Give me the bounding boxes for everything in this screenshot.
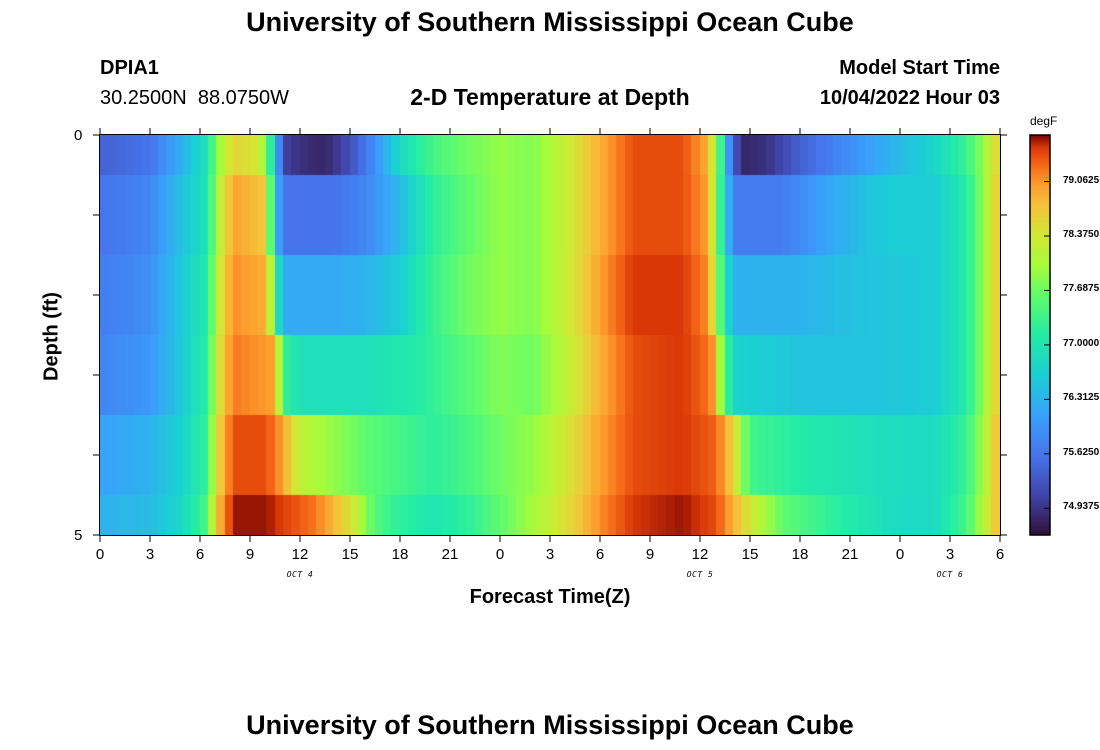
x-tick-label: 6 [995, 546, 1005, 563]
chart-title: 2-D Temperature at Depth [410, 84, 690, 110]
x-axis-ticks [99, 128, 1001, 542]
colorbar-tick-label: 77.0000 [1063, 337, 1100, 349]
y-tick-label-top: 0 [74, 127, 83, 144]
day-label: OCT 4 [286, 570, 314, 579]
x-tick-label: 3 [145, 546, 155, 563]
x-tick-label: 9 [245, 546, 255, 563]
colorbar-units-label: degF [1030, 114, 1058, 128]
x-tick-label: 15 [741, 546, 759, 563]
day-label: OCT 6 [936, 570, 964, 579]
x-tick-label: 3 [545, 546, 555, 563]
model-start-time: 10/04/2022 Hour 03 [819, 87, 1000, 109]
colorbar-tick-label: 79.0625 [1063, 174, 1100, 186]
page-title-repeat: University of Southern Mississippi Ocean… [246, 710, 854, 740]
model-start-label: Model Start Time [839, 57, 1000, 79]
x-tick-label: 0 [495, 546, 505, 563]
x-tick-label: 0 [95, 546, 105, 563]
x-tick-label: 18 [791, 546, 809, 563]
colorbar-tick-label: 75.6250 [1063, 446, 1100, 458]
day-label: OCT 5 [686, 570, 714, 579]
colorbar-tick-label: 76.3125 [1063, 392, 1100, 404]
colorbar-tick-label: 78.3750 [1063, 228, 1100, 240]
colorbar [1030, 135, 1050, 535]
x-tick-label: 3 [945, 546, 955, 563]
x-tick-label: 0 [895, 546, 905, 563]
x-axis-title: Forecast Time(Z) [469, 586, 631, 608]
station-id: DPIA1 [100, 57, 159, 79]
x-tick-label: 9 [645, 546, 655, 563]
x-tick-label: 21 [441, 546, 459, 563]
colorbar-frame [1029, 134, 1051, 536]
x-tick-label: 18 [391, 546, 409, 563]
x-tick-label: 15 [341, 546, 359, 563]
temperature-heatmap [100, 135, 1000, 535]
x-tick-label: 12 [691, 546, 709, 563]
x-tick-label: 6 [595, 546, 605, 563]
y-tick-label-bottom: 5 [74, 527, 83, 544]
station-coordinates: 30.2500N 88.0750W [100, 87, 290, 109]
x-tick-label: 6 [195, 546, 205, 563]
x-tick-label: 21 [841, 546, 859, 563]
x-tick-label: 12 [291, 546, 309, 563]
colorbar-tick-label: 74.9375 [1063, 501, 1100, 513]
colorbar-tick-label: 77.6875 [1063, 283, 1100, 295]
y-axis-ticks [93, 134, 1007, 536]
y-axis-title: Depth (ft) [40, 292, 63, 381]
page-title: University of Southern Mississippi Ocean… [246, 7, 854, 37]
